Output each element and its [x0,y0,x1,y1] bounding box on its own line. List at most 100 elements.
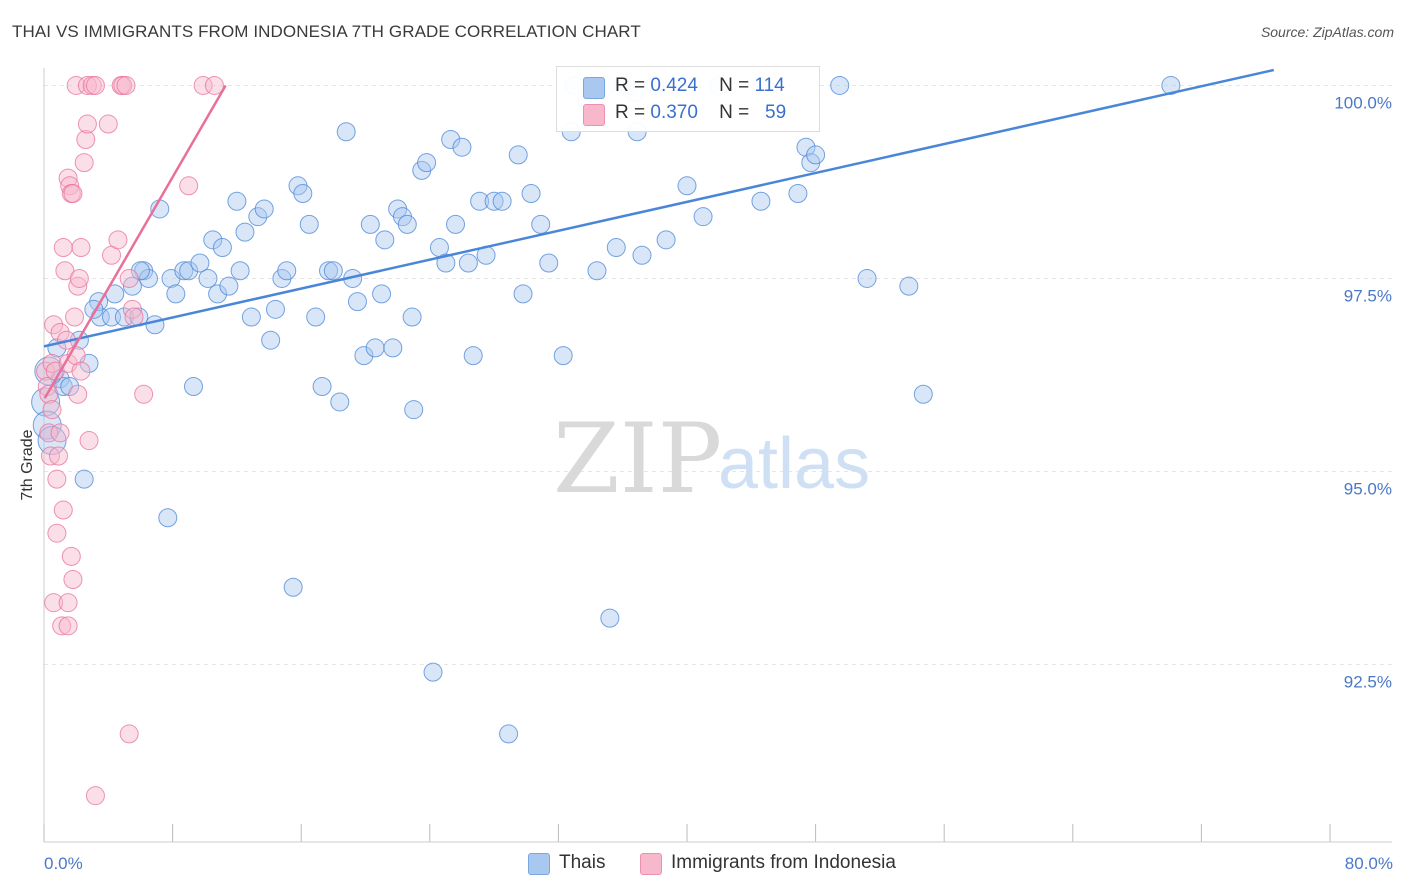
axes [43,68,1392,843]
thais-point [241,307,261,327]
thais-point [183,377,203,397]
stats-legend: R = 0.424 N = 114 R = 0.370 N = 59 [556,66,820,132]
thais-point [656,230,676,250]
thais-point [248,207,268,227]
thais-point [354,346,374,366]
thais-point [484,191,504,211]
thais-point [796,137,816,157]
source-credit: Source: ZipAtlas.com [1260,24,1394,40]
thais-point [587,261,607,281]
thais-point [312,377,332,397]
indonesia-point [116,75,136,95]
chart-title: THAI VS IMMIGRANTS FROM INDONESIA 7TH GR… [12,22,641,41]
thais-point [539,253,559,273]
thais-point [499,724,519,744]
thais-point [508,145,528,165]
thais-point [521,184,541,204]
thais-point [158,508,178,528]
indonesia-point [85,786,105,806]
y-tick-label: 97.5% [1344,286,1392,305]
thais-point [441,129,461,149]
indonesia-point [39,384,59,404]
thais-point [208,284,228,304]
thais-point [235,222,255,242]
x-tick-labels: 0.0% 80.0% [44,854,1393,873]
thais-point [37,426,67,456]
indonesia-point [74,153,94,173]
thais-point [230,261,250,281]
indonesia-point [134,384,154,404]
indonesia-point [79,431,99,451]
thais-point [600,608,620,628]
legend-r-label: R = [615,102,646,123]
x-tick-label: 80.0% [1345,854,1393,873]
thais-point [417,153,437,173]
thais-point [114,307,134,327]
thais-points [31,75,1181,744]
indonesia-point [119,724,139,744]
indonesia-point [47,469,67,489]
indonesia-point [68,384,88,404]
indonesia-point [71,238,91,258]
thais-point [913,384,933,404]
thais-point [179,261,199,281]
thais-point [254,199,274,219]
indonesia-point [124,307,144,327]
indonesia-point [179,176,199,196]
thais-point [306,307,326,327]
indonesia-trend-line [43,84,227,399]
indonesia-point [85,75,105,95]
thais-point [227,191,247,211]
thais-point [212,238,232,258]
indonesia-point [36,361,56,381]
series-legend: Thais Immigrants from Indonesia [0,852,1406,878]
indonesia-point [66,75,86,95]
thais-point [283,577,303,597]
thais-point [899,276,919,296]
indonesia-point [122,299,142,319]
thais-point [1161,75,1181,95]
trend-lines [43,68,1275,399]
indonesia-point [108,230,128,250]
thais-point [788,184,808,204]
thais-point [463,346,483,366]
thais-point [265,299,285,319]
legend-n-value: 59 [765,102,787,123]
thais-point [122,276,142,296]
thais-point [513,284,533,304]
thais-point [219,276,239,296]
thais-point [446,214,466,234]
indonesia-point [39,423,59,443]
thais-point [360,214,380,234]
indonesia-point [71,361,91,381]
legend-r-label: R = [615,75,646,96]
indonesia-point [61,546,81,566]
indonesia-point [77,75,97,95]
thais-point [375,230,395,250]
thais-point [751,191,771,211]
thais-point [436,253,456,273]
thais-point [397,214,417,234]
indonesia-point [204,75,224,95]
thais-point [277,261,297,281]
legend-label-indonesia: Immigrants from Indonesia [671,852,896,873]
indonesia-point [47,523,67,543]
thais-trend-line [43,68,1275,348]
y-tick-label: 92.5% [1344,672,1392,691]
legend-label-thais: Thais [559,852,606,873]
thais-point [293,184,313,204]
indonesia-point [58,593,78,613]
indonesia-point [52,616,72,636]
thais-point [402,307,422,327]
watermark-zip: ZIP [553,403,722,515]
thais-point [365,338,385,358]
thais-point [145,315,165,335]
thais-point [74,469,94,489]
thais-point [606,238,626,258]
indonesia-point [44,315,64,335]
indonesia-points [36,75,224,806]
indonesia-point [42,353,62,373]
thais-point [553,346,573,366]
indonesia-point [53,500,73,520]
